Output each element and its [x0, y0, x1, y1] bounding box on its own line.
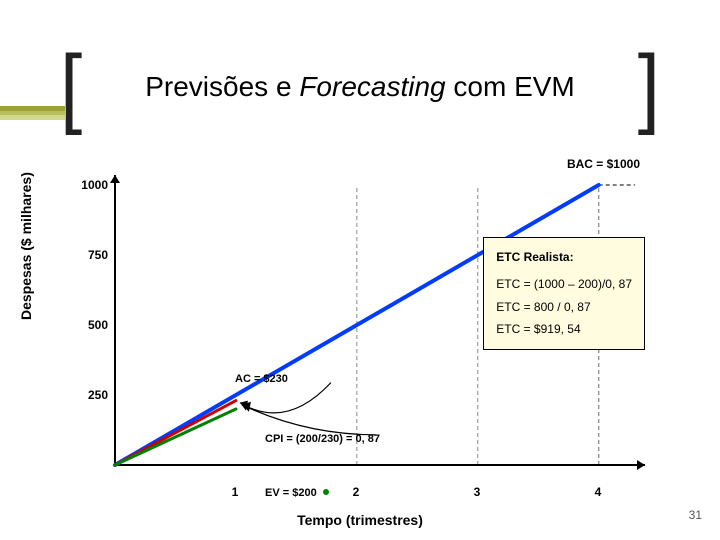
- title-part2: com EVM: [446, 71, 575, 102]
- etc-box: ETC Realista: ETC = (1000 – 200)/0, 87 E…: [483, 237, 645, 350]
- xtick-1: 1: [225, 485, 245, 499]
- evm-chart: BAC = $1000 1000 750 500 250 1 2 3 4 ETC…: [70, 175, 650, 495]
- etc-line-0: ETC = (1000 – 200)/0, 87: [496, 273, 632, 296]
- accent-strip: [0, 106, 65, 120]
- ytick-1000: 1000: [68, 178, 108, 192]
- etc-line-1: ETC = 800 / 0, 87: [496, 296, 632, 319]
- ev-dot: [323, 489, 329, 495]
- x-axis-label: Tempo (trimestres): [0, 512, 720, 528]
- etc-line-2: ETC = $919, 54: [496, 318, 632, 341]
- bracket-right: ]: [638, 52, 660, 122]
- title-italic: Forecasting: [299, 71, 445, 102]
- title-part1: Previsões e: [145, 71, 299, 102]
- ev-label: EV = $200: [265, 487, 317, 499]
- bracket-left: [: [60, 52, 82, 122]
- xtick-2: 2: [346, 485, 366, 499]
- bac-label: BAC = $1000: [567, 157, 640, 171]
- ytick-500: 500: [68, 318, 108, 332]
- ytick-750: 750: [68, 248, 108, 262]
- ac-label: AC = $230: [235, 373, 288, 385]
- cpi-label: CPI = (200/230) = 0, 87: [265, 433, 380, 445]
- y-axis-label: Despesas ($ milhares): [18, 172, 34, 320]
- ytick-250: 250: [68, 388, 108, 402]
- etc-title: ETC Realista:: [496, 246, 632, 269]
- slide-number: 31: [689, 508, 702, 522]
- xtick-3: 3: [467, 485, 487, 499]
- title: [ Previsões e Forecasting com EVM ]: [60, 55, 660, 119]
- xtick-4: 4: [588, 485, 608, 499]
- title-text: Previsões e Forecasting com EVM: [92, 71, 628, 103]
